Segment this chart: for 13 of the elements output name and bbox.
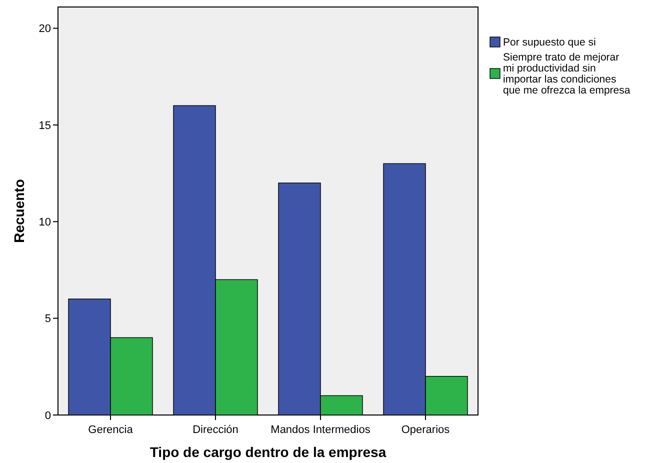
y-tick-label: 15 [38, 120, 51, 132]
y-tick-label: 20 [38, 23, 51, 36]
x-tick-label: Mandos Intermedios [270, 424, 371, 436]
legend-label: Por supuesto que si [503, 36, 596, 49]
x-axis-title: Tipo de cargo dentro de la empresa [150, 444, 386, 460]
y-tick-label: 10 [38, 216, 51, 228]
x-tick-label: Operarios [401, 424, 450, 436]
x-tick-label: Gerencia [88, 424, 134, 436]
y-tick-label: 5 [44, 313, 51, 326]
x-tick-label: Dirección [192, 424, 238, 436]
y-axis-title: Recuento [11, 179, 27, 243]
y-tick-label: 0 [44, 410, 51, 422]
legend-label: Siempre trato de mejorar mi productividad sin importar las condiciones que me ofrezca la empresa [503, 52, 630, 97]
